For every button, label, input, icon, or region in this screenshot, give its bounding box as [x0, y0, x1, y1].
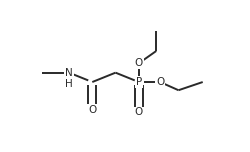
Text: O: O	[156, 77, 164, 87]
Text: N: N	[65, 68, 73, 78]
Text: O: O	[135, 107, 143, 117]
Text: P: P	[136, 77, 142, 87]
Text: H: H	[65, 79, 73, 89]
Text: O: O	[88, 105, 96, 115]
Text: O: O	[135, 58, 143, 68]
